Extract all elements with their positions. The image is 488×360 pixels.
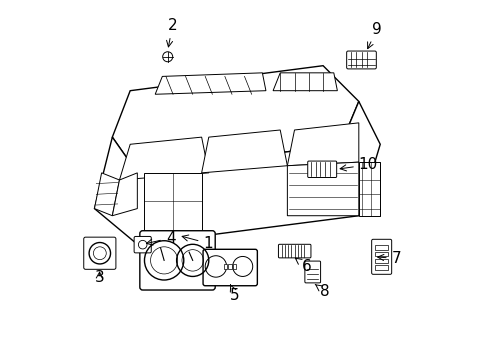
Text: 7: 7 [377, 251, 401, 266]
FancyBboxPatch shape [134, 237, 151, 253]
FancyBboxPatch shape [140, 231, 215, 290]
Bar [374, 265, 387, 270]
Polygon shape [201, 130, 287, 173]
Bar [374, 258, 387, 263]
Polygon shape [119, 137, 208, 180]
Polygon shape [358, 162, 380, 216]
Bar [224, 264, 227, 269]
Text: 5: 5 [230, 285, 239, 303]
FancyBboxPatch shape [304, 261, 320, 283]
Bar [374, 245, 387, 249]
Text: 6: 6 [295, 258, 311, 274]
Polygon shape [155, 73, 265, 94]
Polygon shape [287, 162, 358, 216]
FancyBboxPatch shape [307, 161, 336, 177]
FancyBboxPatch shape [371, 239, 391, 274]
Polygon shape [94, 102, 380, 244]
Bar [228, 264, 231, 269]
FancyBboxPatch shape [278, 244, 310, 258]
FancyBboxPatch shape [203, 249, 257, 286]
Bar [232, 264, 235, 269]
Text: 3: 3 [94, 270, 104, 285]
Polygon shape [144, 173, 201, 244]
Text: 2: 2 [166, 18, 177, 47]
FancyBboxPatch shape [346, 51, 376, 69]
Polygon shape [94, 173, 119, 216]
Text: 1: 1 [182, 235, 213, 251]
Text: 8: 8 [315, 284, 329, 299]
FancyBboxPatch shape [83, 237, 116, 269]
Bar [374, 252, 387, 256]
Polygon shape [272, 73, 337, 91]
Text: 4: 4 [146, 230, 175, 246]
Polygon shape [287, 123, 358, 166]
Text: 10: 10 [340, 157, 377, 172]
Text: 9: 9 [367, 22, 381, 49]
Polygon shape [112, 173, 137, 216]
